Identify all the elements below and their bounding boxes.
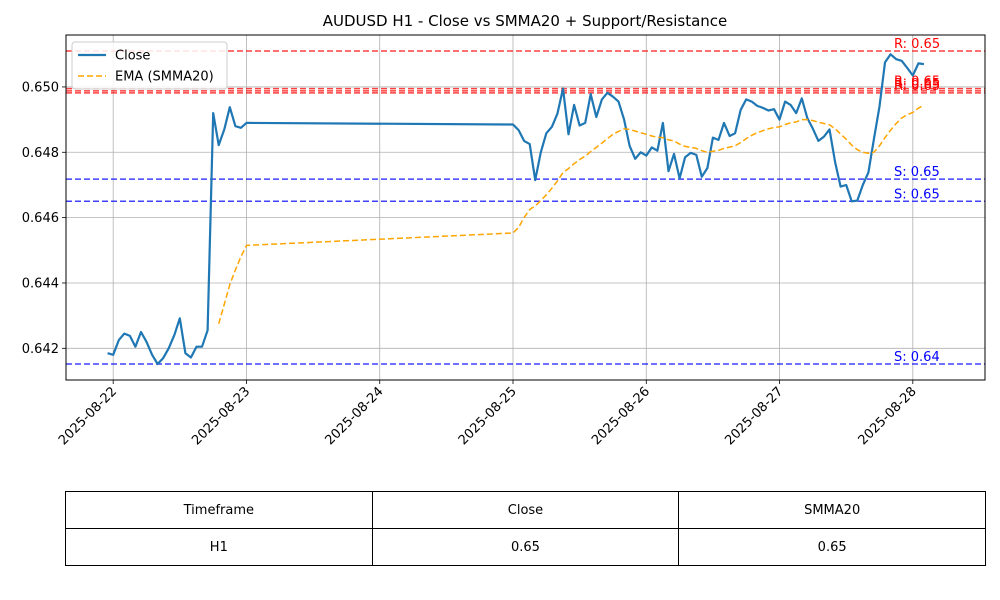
y-tick-label: 0.642 xyxy=(22,342,59,357)
summary-table: Timeframe Close SMMA20 H1 0.65 0.65 xyxy=(65,491,986,566)
legend-label: EMA (SMMA20) xyxy=(115,70,214,85)
legend: Close EMA (SMMA20) xyxy=(71,41,228,90)
close-series-line xyxy=(107,53,925,366)
axis-ticks: 2025-08-22 2025-08-23 2025-08-24 2025-08-25… xyxy=(22,80,920,448)
smma20-series-line xyxy=(217,104,925,325)
table-cell: 0.65 xyxy=(371,528,680,566)
y-tick-label: 0.648 xyxy=(22,146,59,161)
table-header-cell: SMMA20 xyxy=(678,491,986,529)
y-tick-label: 0.650 xyxy=(22,80,59,95)
table-header-cell: Timeframe xyxy=(65,491,373,529)
support-level-label: S: 0.65 xyxy=(894,165,940,180)
resistance-level-label: R: 0.65 xyxy=(894,37,940,52)
resistance-level-label: R: 0.65 xyxy=(894,77,940,92)
chart-title: AUDUSD H1 - Close vs SMMA20 + Support/Re… xyxy=(323,12,728,30)
legend-label: Close xyxy=(115,49,150,64)
x-tick-label: 2025-08-24 xyxy=(323,384,387,448)
x-tick-label: 2025-08-27 xyxy=(722,384,786,448)
table-header-row: Timeframe Close SMMA20 xyxy=(65,491,986,529)
y-tick-label: 0.644 xyxy=(22,276,59,291)
support-level-label: S: 0.65 xyxy=(894,187,940,202)
plot-area-frame xyxy=(65,34,986,381)
table-header-cell: Close xyxy=(371,491,680,529)
series-lines xyxy=(107,53,925,366)
y-tick-label: 0.646 xyxy=(22,211,59,226)
x-tick-label: 2025-08-22 xyxy=(56,384,120,448)
table-row: H1 0.65 0.65 xyxy=(65,528,986,566)
x-tick-label: 2025-08-26 xyxy=(589,384,653,448)
x-tick-label: 2025-08-23 xyxy=(189,384,253,448)
resistance-level-label: R: 0.65 xyxy=(894,79,940,94)
table-cell: H1 xyxy=(65,528,373,566)
x-tick-label: 2025-08-28 xyxy=(856,384,920,448)
resistance-level-label: R: 0.65 xyxy=(894,75,940,90)
legend-box xyxy=(71,41,228,90)
x-tick-label: 2025-08-25 xyxy=(456,384,520,448)
table-cell: 0.65 xyxy=(678,528,986,566)
support-level-label: S: 0.64 xyxy=(894,350,940,365)
